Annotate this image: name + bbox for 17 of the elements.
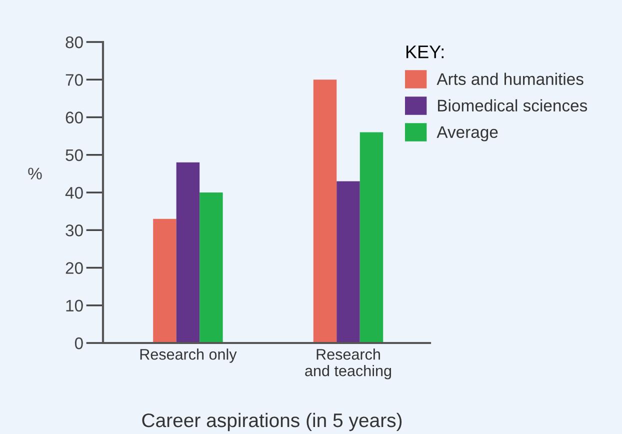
legend-label: Arts and humanities [436,72,584,85]
y-tick-label: 70 [66,74,83,86]
legend-label: Biomedical sciences [438,99,588,112]
legend-label: Average [436,126,498,142]
y-tick-label: 20 [66,262,83,274]
y-axis-title: % [28,168,42,180]
y-tick-label: 80 [66,36,83,48]
y-tick-label: 60 [66,112,83,124]
y-tick-label: 40 [65,186,83,199]
y-tick-label: 0 [74,337,83,350]
x-tick-label: Research and teaching [305,348,392,380]
y-tick-label: 10 [66,300,83,312]
x-tick-label: Research only [140,348,237,363]
legend-title: KEY: [406,46,444,58]
x-axis-title: Career aspirations (in 5 years) [142,412,402,432]
y-tick-label: 30 [66,224,83,236]
y-tick-label: 50 [66,149,83,162]
